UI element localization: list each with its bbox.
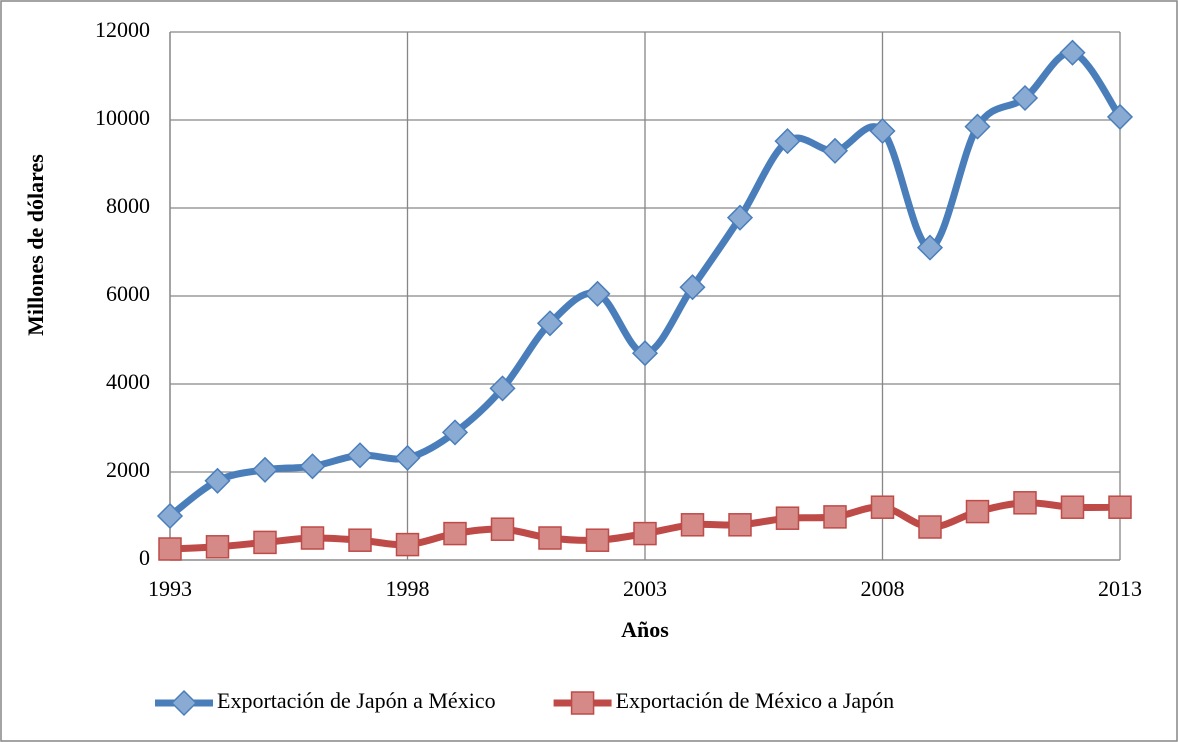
marker xyxy=(631,340,659,367)
marker xyxy=(726,204,754,231)
marker xyxy=(490,517,515,541)
legend-label: Exportación de México a Japón xyxy=(616,688,895,713)
marker xyxy=(633,521,657,546)
marker xyxy=(253,530,277,555)
marker xyxy=(205,535,230,559)
marker xyxy=(679,274,706,301)
y-tick-label: 10000 xyxy=(95,105,150,130)
x-tick-label: 2003 xyxy=(623,576,667,601)
marker xyxy=(536,310,564,337)
marker xyxy=(1013,491,1037,515)
marker xyxy=(965,499,990,524)
y-tick-label: 8000 xyxy=(106,193,150,218)
marker xyxy=(728,513,752,537)
marker xyxy=(170,689,198,717)
y-tick-label: 12000 xyxy=(95,17,150,42)
marker xyxy=(346,442,374,469)
marker xyxy=(1108,495,1132,519)
marker xyxy=(870,495,895,519)
marker xyxy=(441,419,469,446)
x-axis-title: Años xyxy=(621,617,669,642)
marker xyxy=(299,453,326,480)
x-tick-label: 2013 xyxy=(1098,576,1142,601)
marker xyxy=(348,528,372,552)
y-tick-label: 6000 xyxy=(106,281,150,306)
marker xyxy=(964,113,991,140)
marker xyxy=(156,502,184,530)
marker xyxy=(1011,84,1039,112)
x-tick-label: 1993 xyxy=(148,576,192,601)
marker xyxy=(774,128,801,155)
x-tick-label: 2008 xyxy=(861,576,905,601)
marker xyxy=(680,513,705,537)
marker xyxy=(570,691,595,715)
marker xyxy=(869,117,896,145)
y-tick-label: 4000 xyxy=(106,369,150,394)
legend-label: Exportación de Japón a México xyxy=(217,688,496,713)
marker xyxy=(585,528,610,552)
marker xyxy=(1059,39,1086,66)
marker xyxy=(1106,103,1134,130)
marker xyxy=(443,521,467,546)
marker xyxy=(823,505,847,529)
y-tick-label: 2000 xyxy=(106,457,150,482)
marker xyxy=(489,375,516,402)
marker xyxy=(775,506,800,530)
y-tick-label: 0 xyxy=(139,545,150,570)
marker xyxy=(584,280,611,307)
marker xyxy=(394,444,421,471)
marker xyxy=(395,532,420,557)
marker xyxy=(821,137,849,164)
marker xyxy=(918,515,942,539)
marker xyxy=(251,456,279,483)
marker xyxy=(204,467,231,494)
y-axis-title: Millones de dólares xyxy=(23,154,48,336)
marker xyxy=(1060,495,1085,519)
x-tick-label: 1998 xyxy=(386,576,430,601)
marker xyxy=(300,526,325,550)
marker xyxy=(538,526,562,550)
marker xyxy=(916,234,944,261)
marker xyxy=(158,537,182,561)
